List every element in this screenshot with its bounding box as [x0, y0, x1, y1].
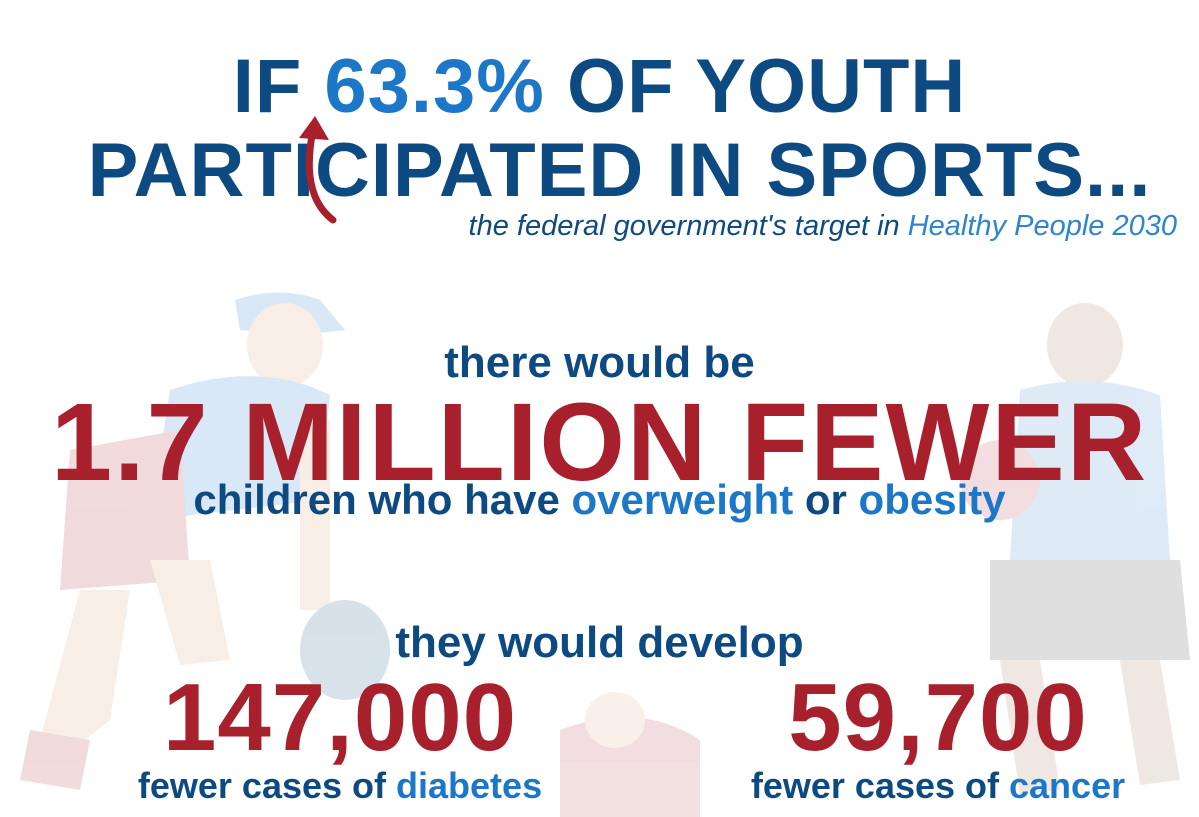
overweight-word: overweight: [571, 476, 794, 523]
subline-highlight: Healthy People 2030: [907, 210, 1177, 242]
soccer-player-illustration: [960, 303, 1190, 795]
stat-label-prefix: fewer cases of: [137, 765, 397, 806]
stat-number: 147,000: [162, 664, 517, 771]
curved-arrow-icon: [299, 116, 337, 224]
children-prefix: children who have: [193, 476, 572, 523]
stat-label-prefix: fewer cases of: [750, 765, 1010, 806]
stat-label: fewer cases of diabetes: [90, 764, 590, 808]
intro-there-would-be: there would be: [444, 338, 755, 387]
stat-label-highlight: diabetes: [396, 765, 543, 806]
obesity-word: obesity: [858, 476, 1006, 523]
headline-line-2: PARTICIPATED IN SPORTS...: [87, 128, 1152, 213]
stat-number: 59,700: [788, 664, 1088, 771]
children-line: children who have overweight or obesity: [0, 476, 1199, 524]
subline-prefix: the federal government's target in: [468, 210, 908, 242]
develop-intro: they would develop: [395, 618, 804, 667]
headline-line-1: IF 63.3% OF YOUTH: [0, 44, 1199, 130]
headline-percent: 63.3%: [324, 44, 545, 129]
headline-suffix: OF YOUTH: [544, 44, 967, 129]
headline-prefix: IF: [232, 44, 325, 129]
stat-cancer: 59,700 fewer cases of cancer: [688, 668, 1188, 808]
stat-label: fewer cases of cancer: [688, 764, 1188, 808]
or-word: or: [793, 476, 859, 523]
subline: the federal government's target in Healt…: [469, 210, 1177, 243]
baseball-player-illustration: [20, 292, 390, 790]
player-bottom-illustration: [560, 692, 700, 817]
stat-diabetes: 147,000 fewer cases of diabetes: [90, 668, 590, 808]
stat-label-highlight: cancer: [1009, 765, 1126, 806]
big-number: 1.7 MILLION FEWER: [50, 381, 1149, 504]
